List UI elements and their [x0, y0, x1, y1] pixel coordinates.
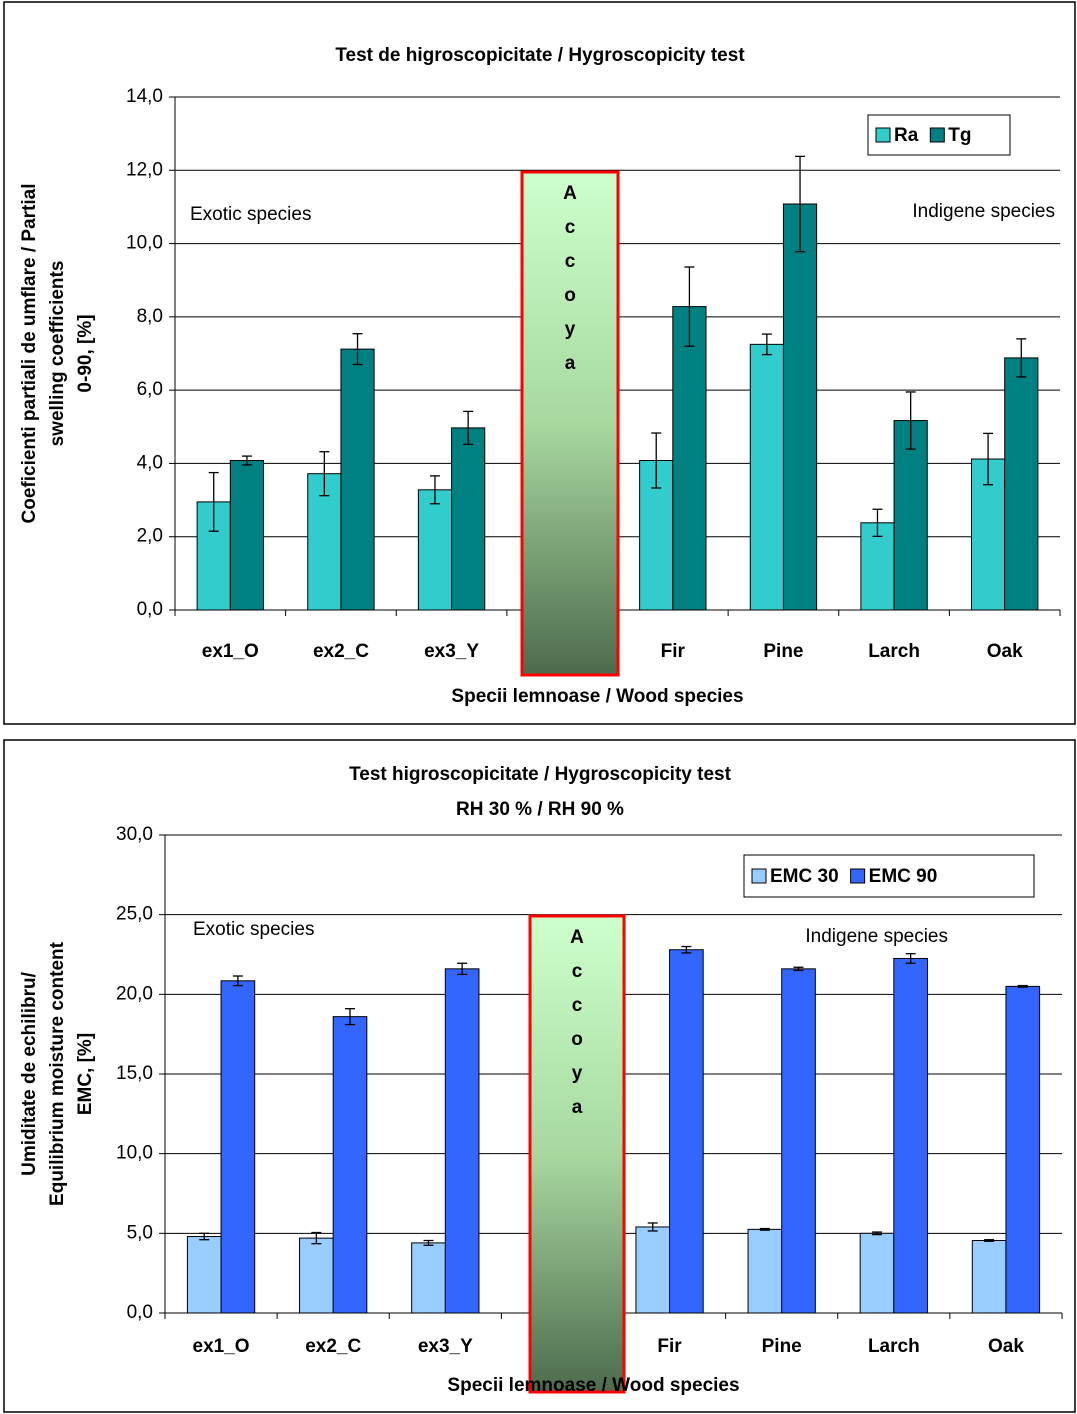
x-tick-label: Pine	[763, 641, 803, 662]
x-tick-label: Oak	[988, 1336, 1024, 1357]
bar	[418, 490, 451, 610]
y-tick-label: 8,0	[137, 306, 163, 327]
highlight-letter: c	[565, 217, 576, 238]
x-tick-label: Pine	[762, 1336, 802, 1357]
x-tick-label: ex3_Y	[418, 1336, 473, 1357]
highlight-letter: A	[570, 927, 584, 948]
bar	[300, 1238, 334, 1313]
y-tick-label: 15,0	[116, 1063, 153, 1084]
bar	[452, 428, 485, 610]
x-axis-label: Specii lemnoase / Wood species	[451, 686, 743, 707]
chart-title: Test higroscopicitate / Hygroscopicity t…	[349, 764, 732, 785]
y-tick-label: 4,0	[137, 452, 163, 473]
y-tick-label: 25,0	[116, 904, 153, 925]
highlight-letter: y	[565, 319, 576, 340]
y-axis-label: Umiditate de echilibru/	[19, 971, 40, 1175]
bar	[412, 1243, 446, 1313]
x-tick-label: ex3_Y	[424, 641, 479, 662]
bar	[860, 1233, 894, 1313]
bar	[333, 1017, 367, 1313]
y-tick-label: 5,0	[127, 1222, 153, 1243]
legend-label: Ra	[894, 125, 919, 146]
bar	[783, 204, 816, 610]
bar	[1006, 986, 1040, 1313]
legend-label: Tg	[948, 125, 971, 146]
x-tick-label: ex2_C	[305, 1336, 361, 1357]
legend-label: EMC 90	[869, 866, 938, 887]
y-tick-label: 0,0	[127, 1302, 153, 1323]
y-axis-label: Equilibrium moisture content	[47, 941, 68, 1206]
bar	[445, 969, 479, 1313]
highlight-letter: c	[572, 995, 583, 1016]
highlight-letter: A	[563, 183, 577, 204]
x-tick-label: Larch	[868, 641, 920, 662]
x-tick-label: Larch	[868, 1336, 920, 1357]
page: Test de higroscopicitate / Hygroscopicit…	[0, 0, 1077, 1414]
y-tick-label: 30,0	[116, 824, 153, 845]
bar	[187, 1237, 221, 1313]
y-axis-label: 0-90, [%]	[75, 314, 96, 392]
bar	[748, 1229, 782, 1313]
bar	[1005, 358, 1038, 610]
legend-label: EMC 30	[770, 866, 839, 887]
legend-swatch	[930, 128, 944, 142]
highlight-box	[522, 172, 618, 675]
y-axis-label: EMC, [%]	[75, 1033, 96, 1115]
y-axis-label: swelling coefficients	[47, 261, 68, 447]
bar	[673, 307, 706, 610]
highlight-letter: y	[572, 1063, 583, 1084]
x-tick-label: ex2_C	[313, 641, 369, 662]
y-tick-label: 10,0	[116, 1143, 153, 1164]
bar	[670, 950, 704, 1313]
x-tick-label: Fir	[657, 1336, 682, 1357]
annotation: Exotic species	[190, 204, 311, 225]
legend-swatch	[752, 869, 766, 883]
highlight-letter: a	[565, 353, 576, 374]
highlight-letter: o	[564, 285, 576, 306]
x-tick-label: ex1_O	[202, 641, 259, 662]
highlight-box	[530, 916, 624, 1392]
chart-subtitle: RH 30 % / RH 90 %	[456, 799, 624, 820]
bar	[750, 344, 783, 610]
annotation: Exotic species	[193, 919, 314, 940]
y-tick-label: 20,0	[116, 983, 153, 1004]
bar	[230, 460, 263, 610]
legend-swatch	[851, 869, 865, 883]
highlight-letter: o	[571, 1029, 583, 1050]
y-tick-label: 10,0	[126, 233, 163, 254]
chart-title: Test de higroscopicitate / Hygroscopicit…	[335, 45, 745, 66]
x-tick-label: Fir	[661, 641, 686, 662]
highlight-letter: c	[572, 961, 583, 982]
highlight-letter: a	[572, 1097, 583, 1118]
legend-swatch	[876, 128, 890, 142]
bar	[221, 981, 255, 1313]
x-tick-label: Oak	[987, 641, 1023, 662]
bar	[972, 1241, 1006, 1313]
y-axis-label: Coeficienti partiali de umflare / Partia…	[19, 184, 40, 524]
y-tick-label: 14,0	[126, 86, 163, 107]
x-tick-label: ex1_O	[193, 1336, 250, 1357]
bar	[341, 349, 374, 610]
y-tick-label: 6,0	[137, 379, 163, 400]
x-axis-label: Specii lemnoase / Wood species	[447, 1375, 739, 1396]
y-tick-label: 12,0	[126, 159, 163, 180]
annotation: Indigene species	[912, 201, 1055, 222]
bar	[782, 969, 816, 1313]
highlight-letter: c	[565, 251, 576, 272]
annotation: Indigene species	[805, 926, 948, 947]
y-tick-label: 2,0	[137, 526, 163, 547]
y-tick-label: 0,0	[137, 599, 163, 620]
bar	[894, 958, 928, 1313]
bar	[636, 1227, 670, 1313]
